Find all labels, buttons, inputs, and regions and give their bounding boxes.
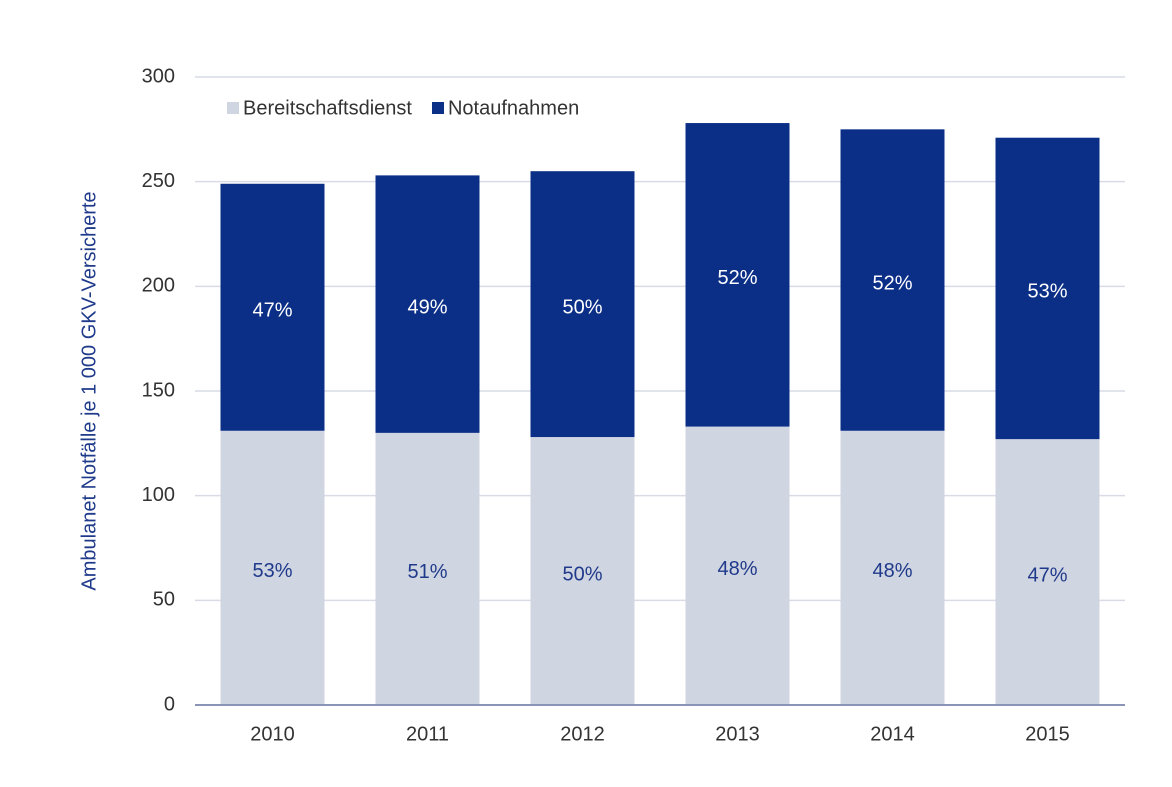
bar-segment — [995, 137, 1100, 440]
data-label: 51% — [407, 561, 447, 583]
bar-segment — [995, 439, 1100, 705]
x-tick-label: 2011 — [406, 723, 449, 745]
y-tick-label: 250 — [142, 170, 175, 192]
bar-segment — [840, 129, 945, 431]
bar-segment — [220, 183, 325, 431]
bar-segment — [375, 175, 480, 433]
x-tick-label: 2010 — [250, 723, 295, 745]
data-label: 53% — [252, 560, 292, 582]
bar-segment — [375, 432, 480, 705]
data-label: 47% — [1027, 564, 1067, 586]
bar-segment — [530, 171, 635, 438]
x-tick-label: 2015 — [1025, 723, 1070, 745]
y-tick-label: 50 — [153, 589, 175, 611]
x-tick-label: 2014 — [870, 723, 915, 745]
legend-label: Notaufnahmen — [448, 97, 579, 119]
data-label: 52% — [872, 272, 912, 294]
data-label: 49% — [407, 296, 447, 318]
data-label: 53% — [1027, 281, 1067, 303]
y-tick-label: 200 — [142, 275, 175, 297]
data-label: 50% — [562, 563, 602, 585]
y-tick-label: 300 — [142, 65, 175, 87]
y-tick-label: 0 — [164, 693, 175, 715]
data-label: 48% — [717, 558, 757, 580]
bar-segment — [840, 430, 945, 705]
legend-swatch — [227, 102, 239, 114]
data-label: 52% — [717, 267, 757, 289]
data-label: 47% — [252, 300, 292, 322]
x-tick-label: 2013 — [715, 723, 760, 745]
y-tick-label: 100 — [142, 484, 175, 506]
y-axis-title: Ambulanet Notfälle je 1 000 GKV-Versiche… — [78, 191, 100, 590]
bar-segment — [220, 430, 325, 705]
bar-segment — [530, 437, 635, 705]
bar-segment — [685, 123, 790, 427]
x-tick-label: 2012 — [560, 723, 605, 745]
bar-segment — [685, 426, 790, 705]
data-label: 50% — [562, 296, 602, 318]
legend-label: Bereitschaftsdienst — [243, 97, 412, 119]
legend-swatch — [431, 102, 444, 114]
data-label: 48% — [872, 560, 912, 582]
y-tick-label: 150 — [142, 379, 175, 401]
